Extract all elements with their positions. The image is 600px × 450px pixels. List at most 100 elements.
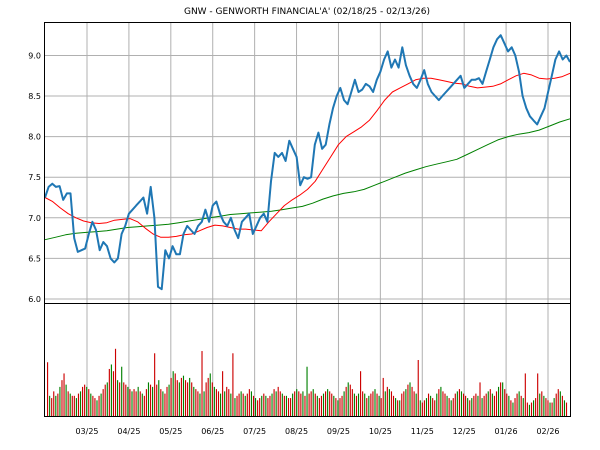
volume-bar	[535, 398, 537, 416]
volume-bar	[339, 398, 341, 416]
volume-bar	[240, 391, 242, 416]
volume-bar	[254, 398, 257, 416]
volume-bar	[475, 393, 477, 416]
volume-bar	[289, 398, 292, 416]
volume-bar	[300, 393, 302, 416]
volume-bar	[487, 391, 489, 416]
volume-bar	[516, 393, 518, 416]
volume-bar	[325, 391, 327, 416]
volume-bar	[100, 393, 102, 416]
y-tick-label: 7.0	[28, 214, 41, 223]
y-tick-label: 9.0	[28, 51, 41, 60]
volume-bar	[318, 398, 320, 416]
volume-bar	[310, 391, 312, 416]
volume-bar	[397, 400, 399, 416]
volume-bar	[314, 393, 316, 416]
volume-bar	[543, 395, 545, 416]
volume-bar	[84, 384, 86, 416]
volume-bar	[77, 393, 80, 416]
volume-bar	[349, 384, 351, 416]
volume-bar	[360, 371, 362, 416]
volume-bar	[108, 368, 110, 416]
volume-bar	[421, 402, 423, 416]
volume-bar	[261, 395, 263, 416]
volume-bar	[180, 377, 182, 416]
volume-bar	[366, 398, 368, 416]
volume-bar	[539, 393, 541, 416]
volume-bar	[217, 391, 220, 416]
x-tick-label: 05/25	[159, 427, 182, 436]
volume-bar	[209, 373, 211, 416]
volume-bar	[246, 393, 248, 416]
volume-bar	[320, 395, 323, 416]
volume-bar	[489, 389, 491, 416]
volume-bar	[518, 391, 520, 416]
volume-bar	[512, 402, 514, 416]
volume-bar	[483, 395, 485, 416]
volume-bar	[65, 384, 67, 416]
x-tick-label: 09/25	[327, 427, 350, 436]
volume-bar	[532, 400, 535, 416]
volume-bar	[277, 386, 279, 416]
volume-bar	[123, 382, 125, 416]
volume-bar	[131, 391, 133, 416]
volume-bar	[127, 386, 129, 416]
volume-bar	[129, 389, 131, 416]
volume-bar	[411, 386, 413, 416]
volume-bar	[117, 380, 119, 416]
volume-bar	[432, 398, 434, 416]
volume-bar	[281, 393, 283, 416]
volume-bar	[341, 395, 343, 416]
volume-bar	[265, 395, 267, 416]
volume-bar	[53, 391, 55, 416]
volume-bar	[73, 395, 75, 416]
y-tick-label: 6.0	[28, 295, 41, 304]
volume-bar	[460, 391, 463, 416]
volume-bar	[456, 391, 458, 416]
volume-bar	[147, 382, 150, 416]
volume-bar	[187, 382, 189, 416]
volume-bar	[205, 382, 207, 416]
volume-bar	[234, 398, 236, 416]
volume-bar	[226, 386, 228, 416]
volume-bar	[296, 389, 298, 416]
volume-bar	[125, 384, 127, 416]
volume-bar	[465, 395, 467, 416]
volume-bar	[75, 398, 77, 416]
price-line	[44, 34, 571, 291]
volume-bar	[248, 389, 250, 416]
y-tick-label: 7.5	[28, 173, 41, 182]
volume-bar	[63, 373, 65, 416]
volume-bar	[351, 389, 353, 416]
volume-bar	[312, 389, 314, 416]
volume-bar	[271, 393, 273, 416]
volume-bar	[158, 380, 160, 416]
volume-bar	[440, 386, 442, 416]
volume-bar	[232, 353, 234, 416]
volume-bar	[551, 402, 553, 416]
volume-bar	[450, 400, 452, 416]
volume-bar	[49, 395, 51, 416]
volume-bar	[178, 382, 180, 416]
volume-bar	[337, 400, 339, 416]
x-tick-label: 04/25	[117, 427, 140, 436]
volume-bar	[559, 391, 561, 416]
x-axis-labels: 03/25 04/25 05/25 06/25 07/25 08/25 09/25 10/25…	[75, 427, 559, 436]
volume-bar	[201, 351, 203, 416]
volume-bar	[458, 389, 460, 416]
volume-bar	[479, 382, 481, 416]
volume-bar	[425, 398, 428, 416]
volume-bar	[407, 384, 409, 416]
volume-bar	[71, 395, 73, 416]
volume-bar	[514, 398, 516, 416]
volume-bar	[119, 382, 121, 416]
volume-bar	[267, 398, 269, 416]
volume-bar	[355, 395, 358, 416]
volume-bar	[304, 395, 306, 416]
volume-bar	[545, 398, 547, 416]
y-tick-label: 8.5	[28, 92, 41, 101]
volume-bar	[164, 393, 166, 416]
volume-bar	[446, 395, 448, 416]
volume-bar	[114, 348, 117, 416]
